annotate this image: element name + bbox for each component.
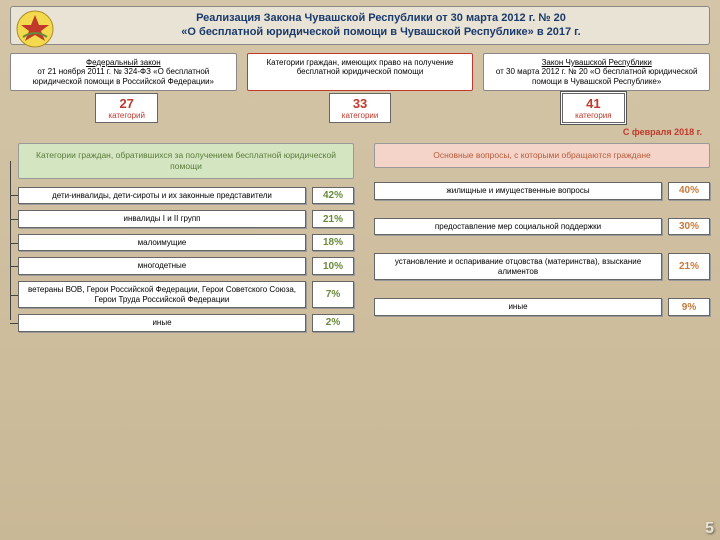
- item-label: иные: [374, 298, 662, 316]
- item-percent: 30%: [668, 218, 710, 236]
- item-percent: 18%: [312, 234, 354, 252]
- item-percent: 2%: [312, 314, 354, 332]
- federal-law-box: Федеральный закон от 21 ноября 2011 г. №…: [10, 53, 237, 92]
- categories-box: Категории граждан, имеющих право на полу…: [247, 53, 474, 92]
- list-item: ветераны ВОВ, Герои Российской Федерации…: [18, 281, 354, 308]
- count-33: 33 категории: [329, 93, 392, 123]
- list-item: дети-инвалиды, дети-сироты и их законные…: [18, 187, 354, 205]
- feb-note: С февраля 2018 г.: [18, 127, 702, 137]
- item-percent: 7%: [312, 281, 354, 308]
- count-27: 27 категорий: [95, 93, 158, 123]
- list-item: иные 9%: [374, 298, 710, 316]
- list-item: малоимущие 18%: [18, 234, 354, 252]
- list-item: предоставление мер социальной поддержки 3…: [374, 218, 710, 236]
- item-percent: 21%: [668, 253, 710, 280]
- item-label: дети-инвалиды, дети-сироты и их законные…: [18, 187, 306, 205]
- list-item: установление и оспаривание отцовства (ма…: [374, 253, 710, 280]
- law-boxes-row: Федеральный закон от 21 ноября 2011 г. №…: [10, 53, 710, 92]
- item-percent: 9%: [668, 298, 710, 316]
- list-item: многодетные 10%: [18, 257, 354, 275]
- item-percent: 42%: [312, 187, 354, 205]
- count-row: 27 категорий 33 категории 41 категория: [10, 93, 710, 123]
- list-item: инвалиды I и II групп 21%: [18, 210, 354, 228]
- item-percent: 21%: [312, 210, 354, 228]
- item-label: жилищные и имущественные вопросы: [374, 182, 662, 200]
- item-label: инвалиды I и II групп: [18, 210, 306, 228]
- item-label: ветераны ВОВ, Герои Российской Федерации…: [18, 281, 306, 308]
- item-label: установление и оспаривание отцовства (ма…: [374, 253, 662, 280]
- item-label: иные: [18, 314, 306, 332]
- list-item: жилищные и имущественные вопросы 40%: [374, 182, 710, 200]
- title-banner: Реализация Закона Чувашской Республики о…: [10, 6, 710, 45]
- main-columns: Категории граждан, обратившихся за получ…: [10, 143, 710, 337]
- page-title: Реализация Закона Чувашской Республики о…: [61, 11, 701, 40]
- item-label: малоимущие: [18, 234, 306, 252]
- right-col-header: Основные вопросы, с которыми обращаются …: [374, 143, 710, 168]
- right-column: Основные вопросы, с которыми обращаются …: [374, 143, 710, 337]
- item-percent: 10%: [312, 257, 354, 275]
- list-item: иные 2%: [18, 314, 354, 332]
- item-label: многодетные: [18, 257, 306, 275]
- slide: Реализация Закона Чувашской Республики о…: [0, 0, 720, 540]
- left-column: Категории граждан, обратившихся за получ…: [10, 143, 354, 337]
- item-label: предоставление мер социальной поддержки: [374, 218, 662, 236]
- left-col-header: Категории граждан, обратившихся за получ…: [18, 143, 354, 178]
- count-41: 41 категория: [562, 93, 624, 123]
- chuvash-law-box: Закон Чувашской Республики от 30 марта 2…: [483, 53, 710, 92]
- item-percent: 40%: [668, 182, 710, 200]
- page-number: 5: [705, 520, 714, 538]
- emblem-icon: [15, 9, 55, 49]
